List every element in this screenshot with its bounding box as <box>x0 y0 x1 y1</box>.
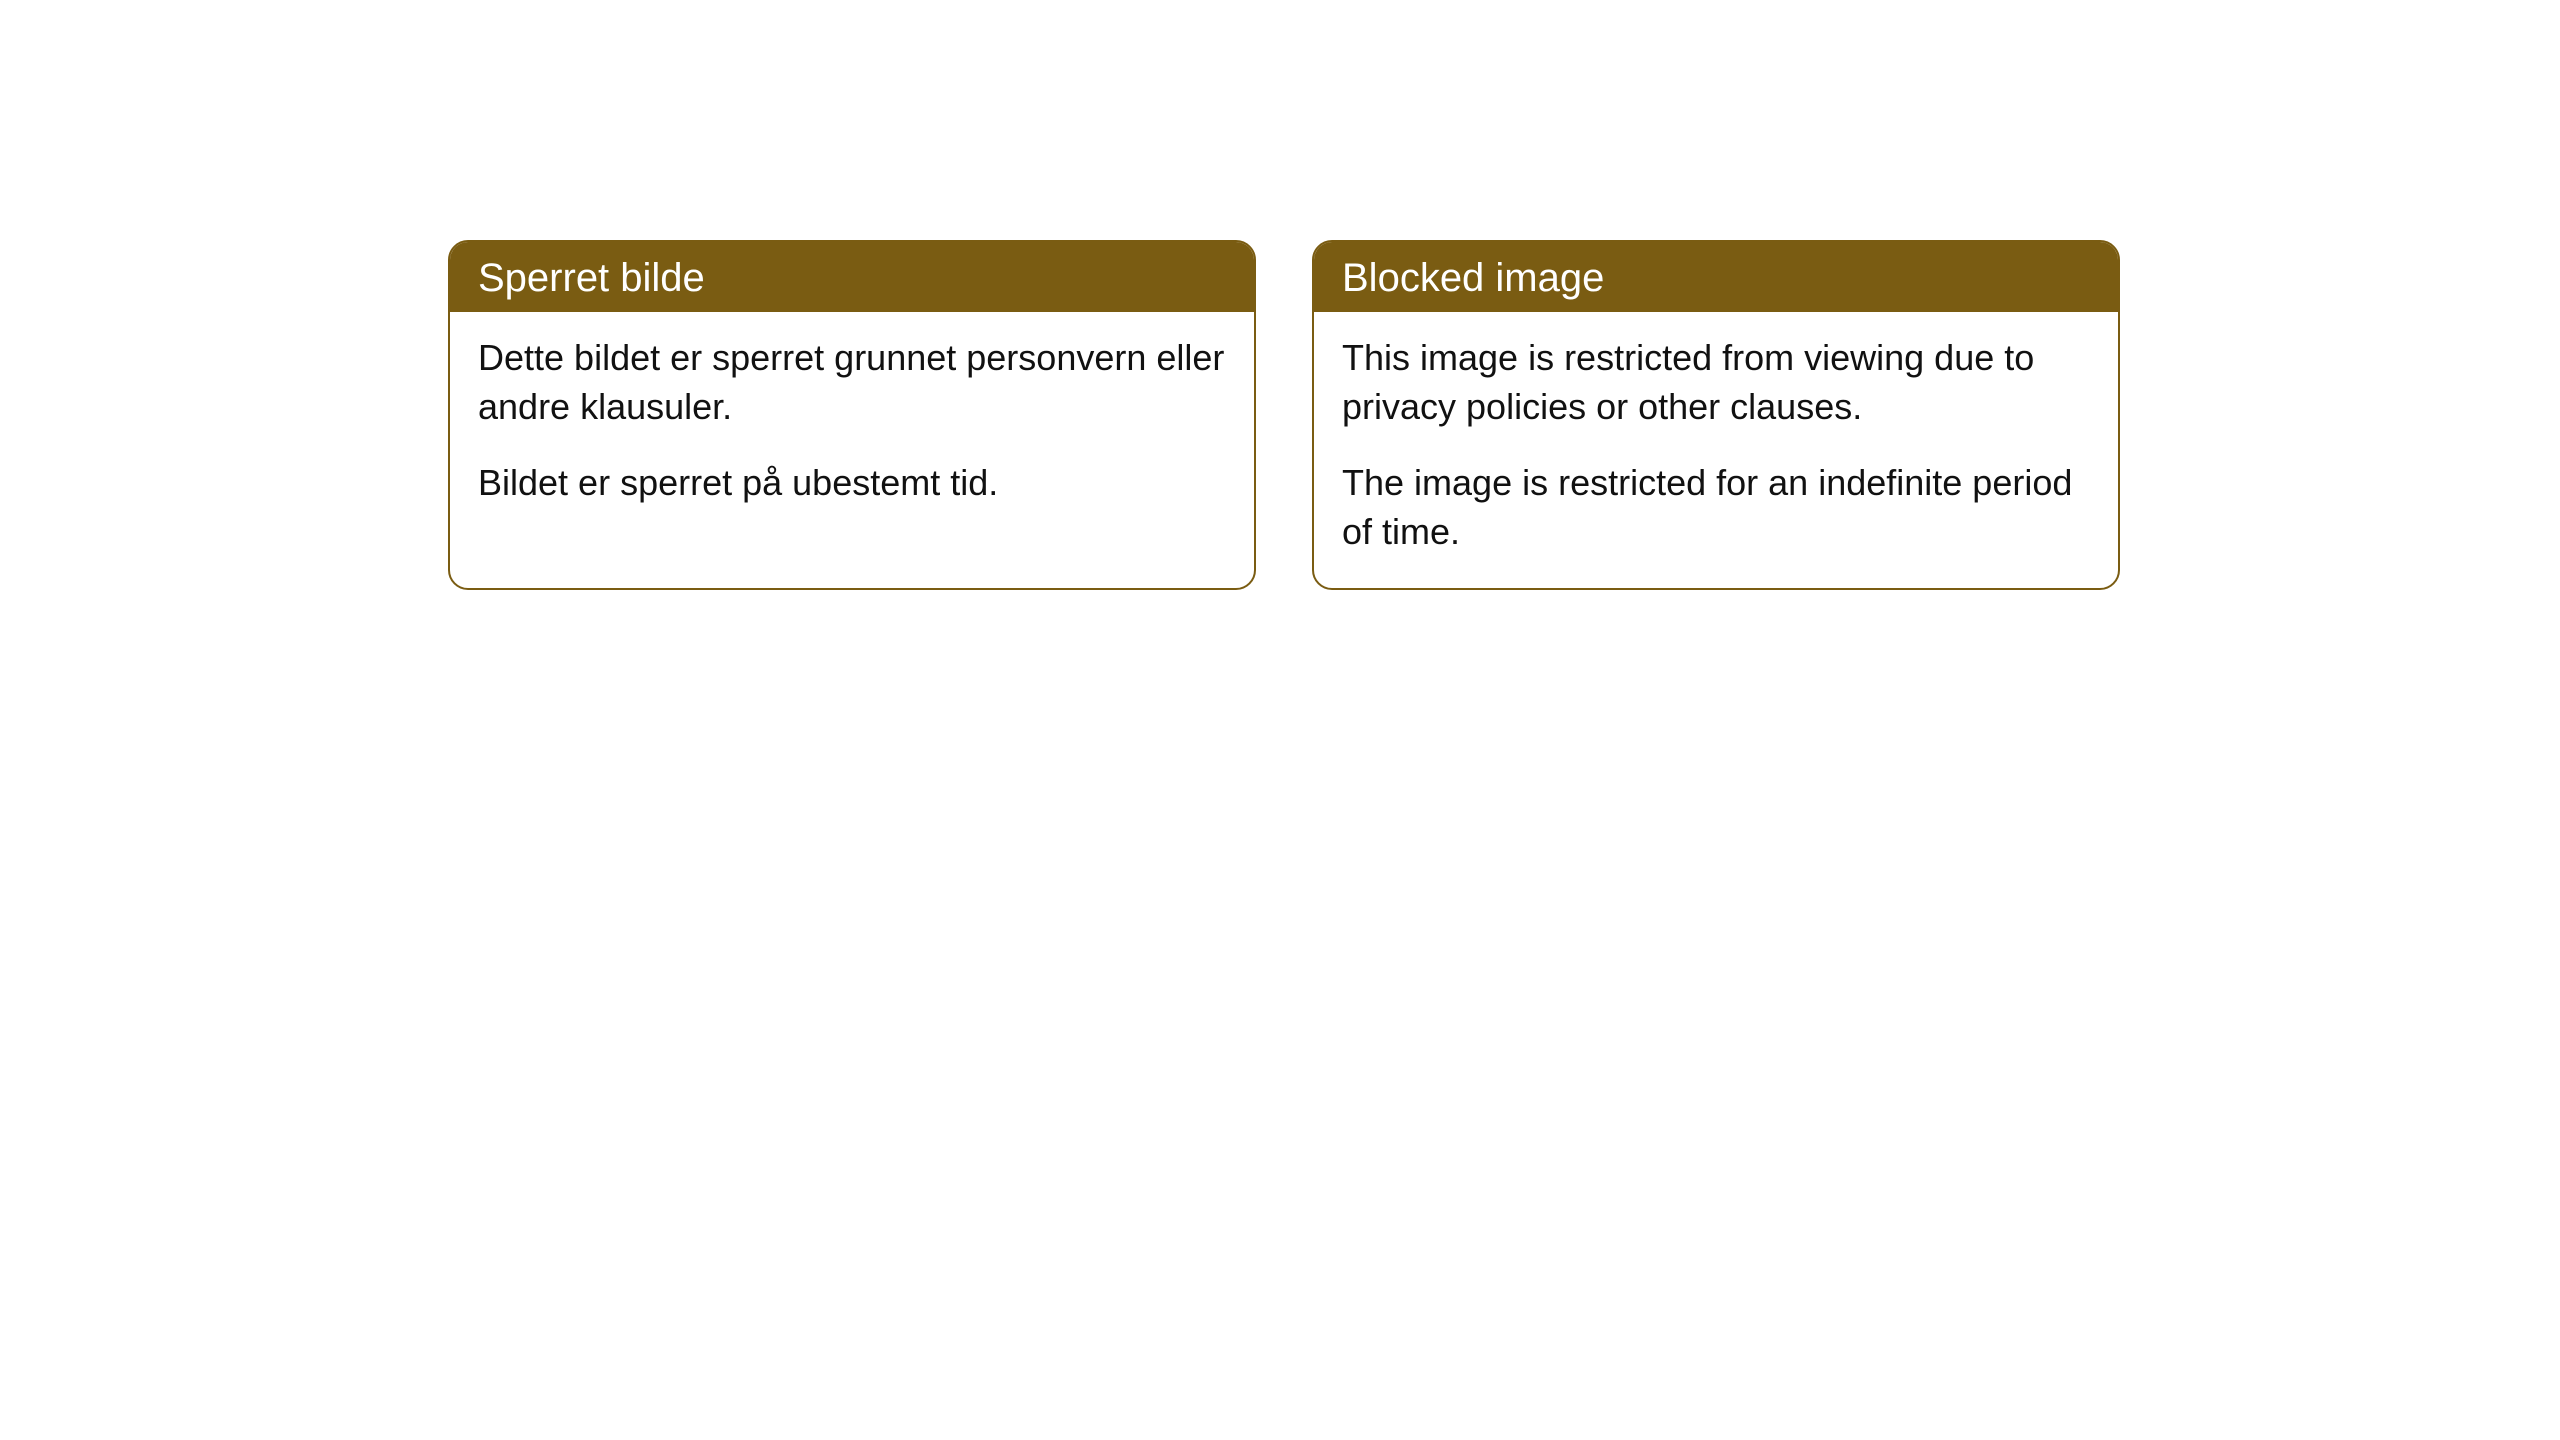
notice-cards-container: Sperret bilde Dette bildet er sperret gr… <box>448 240 2120 590</box>
card-body: This image is restricted from viewing du… <box>1314 312 2118 588</box>
card-paragraph: Dette bildet er sperret grunnet personve… <box>478 334 1226 431</box>
card-paragraph: The image is restricted for an indefinit… <box>1342 459 2090 556</box>
card-paragraph: Bildet er sperret på ubestemt tid. <box>478 459 1226 508</box>
blocked-image-card-english: Blocked image This image is restricted f… <box>1312 240 2120 590</box>
blocked-image-card-norwegian: Sperret bilde Dette bildet er sperret gr… <box>448 240 1256 590</box>
card-body: Dette bildet er sperret grunnet personve… <box>450 312 1254 540</box>
card-header: Sperret bilde <box>450 242 1254 312</box>
card-paragraph: This image is restricted from viewing du… <box>1342 334 2090 431</box>
card-header: Blocked image <box>1314 242 2118 312</box>
